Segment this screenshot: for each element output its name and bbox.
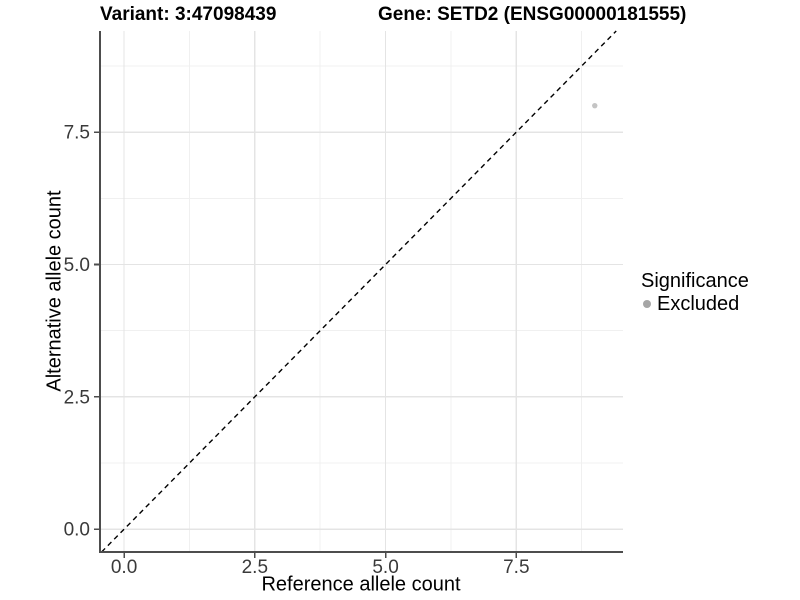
y-tick-label: 5.0 bbox=[64, 255, 90, 276]
legend-key-point-icon bbox=[643, 300, 651, 308]
gene-title: Gene: SETD2 (ENSG00000181555) bbox=[378, 4, 687, 25]
y-tick-label: 7.5 bbox=[64, 123, 90, 144]
legend-item-label: Excluded bbox=[657, 292, 740, 315]
x-axis-label: Reference allele count bbox=[261, 573, 461, 596]
x-tick-label: 2.5 bbox=[242, 557, 268, 578]
y-tick-label: 0.0 bbox=[64, 520, 90, 541]
x-tick-label: 7.5 bbox=[503, 557, 529, 578]
identity-reference-line bbox=[101, 30, 617, 553]
x-tick-label: 5.0 bbox=[372, 557, 398, 578]
data-point bbox=[592, 102, 598, 109]
y-tick-label: 2.5 bbox=[64, 387, 90, 408]
x-tick-label: 0.0 bbox=[111, 557, 137, 578]
legend: Significance Excluded bbox=[641, 269, 749, 315]
variant-title: Variant: 3:47098439 bbox=[100, 4, 277, 25]
y-axis-label: Alternative allele count bbox=[43, 190, 66, 392]
legend-title: Significance bbox=[641, 270, 749, 292]
legend-item-excluded: Excluded bbox=[641, 293, 749, 315]
